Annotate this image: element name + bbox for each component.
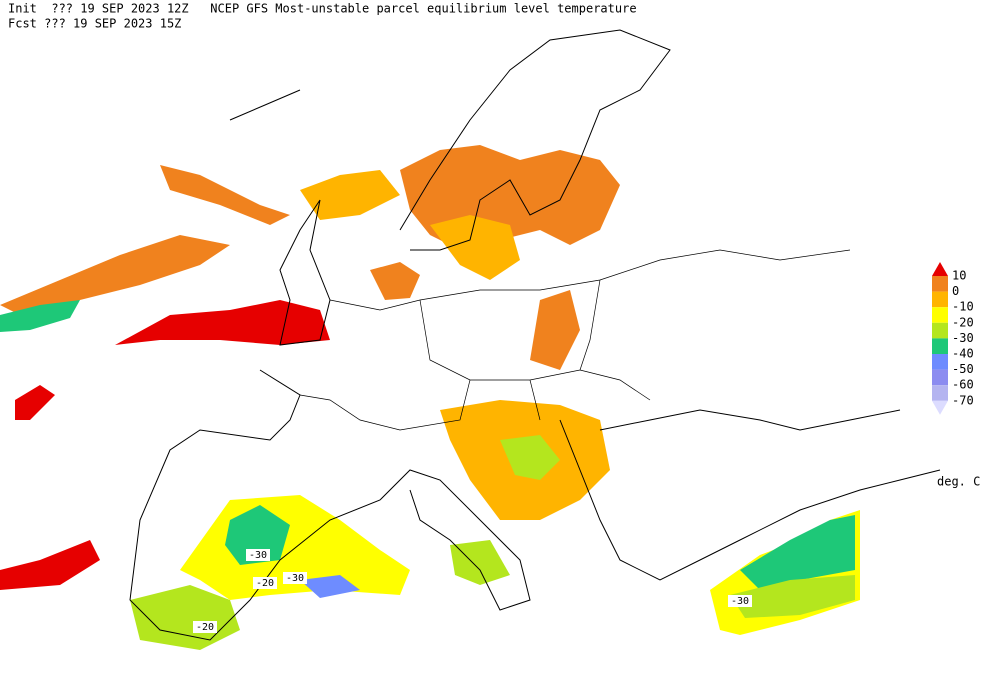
field [130,585,240,650]
legend-swatch [932,322,948,339]
legend-unit: deg. C [937,475,980,489]
contour-label-box [253,577,277,589]
legend-label: -20 [952,315,974,329]
contour-label: -30 [249,550,267,561]
field [0,540,100,590]
coastline [559,419,941,581]
legend-swatch [932,354,948,370]
contour-label-box [283,572,307,584]
contour-label: -20 [196,622,214,633]
field [0,235,230,320]
field [500,435,560,480]
legend-label: -40 [952,347,974,361]
legend: 100 -10-20 -30 -40-50 -60-70 deg. C [932,262,980,489]
coastline [129,369,531,641]
coastline [599,409,901,431]
field [530,290,580,370]
field [15,385,55,420]
field [160,165,290,225]
legend-swatch [932,276,948,292]
legend-swatch [932,369,948,386]
coastlines [129,29,941,641]
contour-label-box [246,549,270,561]
field [730,575,855,618]
legend-label: -10 [952,300,974,314]
legend-swatch [932,291,948,308]
legend-swatch [932,307,948,323]
field [300,575,360,598]
contour-label-box [728,595,752,607]
field [450,540,510,585]
contour-label: -30 [731,596,749,607]
contour-label: -30 [286,573,304,584]
legend-label: -60 [952,378,974,392]
border [299,249,851,431]
field [225,505,290,565]
legend-swatch [932,385,948,401]
field-fill [0,145,860,650]
header-line: Init ??? 19 SEP 2023 12Z NCEP GFS Most-u… [8,2,637,16]
field [0,300,80,332]
legend-swatch [932,400,948,415]
field [115,300,330,345]
legend-label: -30 [952,331,974,345]
coastline [399,29,671,251]
contour-label: -20 [256,578,274,589]
field [300,170,400,220]
field [370,262,420,300]
legend-label: 10 [952,269,966,283]
legend-swatch [932,262,948,276]
legend-label: -70 [952,393,974,407]
legend-swatch [932,338,948,354]
field [740,515,855,590]
contour-labels: -30 -20 -30 -20 -30 [193,549,752,633]
header-line: Fcst ??? 19 SEP 2023 15Z [8,17,181,31]
field [430,215,520,280]
legend-label: -50 [952,362,974,376]
legend-label: 0 [952,284,959,298]
contour-label-box [193,621,217,633]
